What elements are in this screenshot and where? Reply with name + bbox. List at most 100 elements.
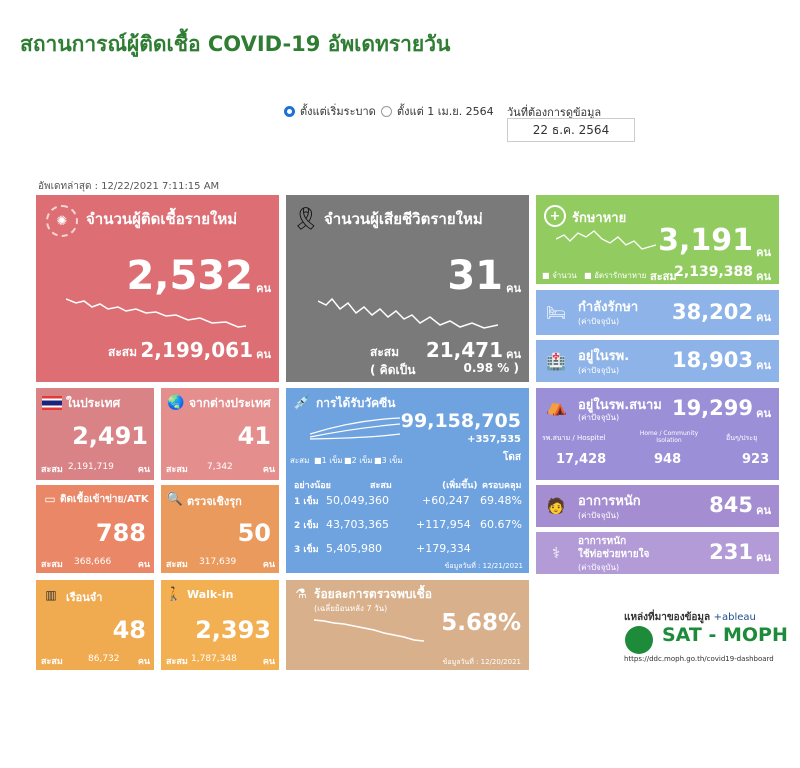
severe-value: 845 [709,493,753,517]
sat-moph-brand: SAT - MOPH [662,624,788,646]
field-hospital-card[interactable]: ⛺ อยู่ในรพ.สนาม (ค่าปัจจุบัน) 19,299 คน … [536,388,779,480]
field-col1-value: 17,428 [556,452,607,467]
domestic-total-label: สะสม [41,465,63,475]
bed-icon: 🛏 [545,302,567,322]
radio-since-date[interactable]: ตั้งแต่ 1 เม.ย. 2564 [381,102,494,120]
radio-since-start-label: ตั้งแต่เริ่มระบาด [300,105,376,118]
ventilator-icon: ⚕ [551,544,561,562]
ventilator-label: อาการหนัก [578,536,627,547]
positivity-card[interactable]: ⚗ ร้อยละการตรวจพบเชื้อ (เฉลี่ยย้อนหลัง 7… [286,580,529,670]
new-cases-card[interactable]: ✺ จำนวนผู้ติดเชื้อรายใหม่ 2,532 คน สะสม … [36,195,279,382]
imported-total: 7,342 [207,462,233,472]
vaccine-header-cov: ครอบคลุม [482,481,522,491]
imported-value: 41 [237,422,271,450]
source-label-text: แหล่งที่มาของข้อมูล [624,612,711,623]
positivity-sparkline [314,619,424,642]
recovered-card[interactable]: + รักษาหาย 3,191 คน ■ จำนวน ■ อัตรารักษา… [536,195,779,284]
imported-total-label: สะสม [166,465,188,475]
vaccine-legend-prefix: สะสม [290,456,310,465]
domestic-total-unit: คน [137,465,150,475]
field-hospital-label: อยู่ในรพ.สนาม [578,398,662,413]
plus-cross-icon: + [544,205,566,227]
legend-daily-label: จำนวน [552,271,577,280]
vaccine-row1-total: 50,049,360 [326,494,389,507]
vaccine-header-total: สะสม [370,481,392,491]
virus-icon: ✺ [46,205,78,237]
vaccine-row3-dose: 3 เข็ม [294,545,319,555]
vaccine-legend-3-label: 3 เข็ม [381,456,403,465]
vaccine-header-inc: (เพิ่มขึ้น) [442,481,478,491]
magnifier-icon: 🔍 [166,491,184,507]
tableau-logo: +ableau [713,612,756,623]
deaths-sparkline [318,297,498,329]
active-search-card[interactable]: 🔍 ตรวจเชิงรุก 50 สะสม 317,639 คน [161,485,279,573]
walkin-card[interactable]: 🚶 Walk-in 2,393 สะสม 1,787,348 คน [161,580,279,670]
vaccine-legend-3: ■3 เข็ม [374,456,403,465]
ventilator-card[interactable]: ⚕ อาการหนัก ใช้ท่อช่วยหายใจ (ค่าปัจจุบัน… [536,532,779,574]
ventilator-unit: คน [756,551,771,564]
vaccine-row2-total: 43,703,365 [326,518,389,531]
walkin-label: Walk-in [187,588,234,601]
vaccine-row2-cov: 60.67% [480,518,522,531]
active-search-value: 50 [237,519,271,547]
hospital-card[interactable]: 🏥 อยู่ในรพ. (ค่าปัจจุบัน) 18,903 คน [536,340,779,382]
new-cases-value: 2,532 [126,253,253,299]
radio-selected-icon[interactable] [284,105,295,117]
vaccine-legend-1: ■1 เข็ม [314,456,343,465]
field-col3-value: 923 [742,452,770,467]
vaccine-card[interactable]: 💉 การได้รับวัคซีน 99,158,705 +357,535 โด… [286,388,529,573]
ventilator-value: 231 [709,540,753,564]
field-col3-label: อื่นๆ/ประยุ [726,434,758,442]
radio-unselected-icon[interactable] [381,105,392,117]
test-kit-icon: ▭ [44,492,56,506]
new-cases-unit: คน [256,282,271,295]
atk-card[interactable]: ▭ ติดเชื้อเข้าข่าย/ATK 788 สะสม 368,666 … [36,485,154,573]
severe-card[interactable]: 🧑 อาการหนัก (ค่าปัจจุบัน) 845 คน [536,485,779,527]
vaccine-row1-inc: +60,247 [422,494,470,507]
ribbon-icon: 🎗 [292,206,320,232]
imported-label: จากต่างประเทศ [189,396,271,410]
walkin-total-label: สะสม [166,657,188,667]
positivity-value: 5.68% [441,610,521,636]
positivity-label: ร้อยละการตรวจพบเชื้อ [314,587,432,601]
vaccine-row2-inc: +117,954 [416,518,471,531]
imported-card[interactable]: 🌏 จากต่างประเทศ 41 สะสม 7,342 คน [161,388,279,480]
treating-card[interactable]: 🛏 กำลังรักษา (ค่าปัจจุบัน) 38,202 คน [536,290,779,335]
new-cases-total-unit: คน [256,348,271,361]
vaccine-unit: โดส [503,452,521,463]
treating-value: 38,202 [671,300,753,324]
domestic-card[interactable]: ในประเทศ 2,491 สะสม 2,191,719 คน [36,388,154,480]
new-cases-label: จำนวนผู้ติดเชื้อรายใหม่ [86,210,238,228]
ventilator-label2: ใช้ท่อช่วยหายใจ [578,549,650,560]
imported-total-unit: คน [262,465,275,475]
source-url[interactable]: https://ddc.moph.go.th/covid19-dashboard [624,655,774,663]
deaths-pct: 0.98 % ) [463,361,519,375]
date-picker-label: วันที่ต้องการดูข้อมูล [507,106,602,119]
jail-total: 86,732 [88,654,120,664]
vaccine-total: 99,158,705 [400,410,521,432]
jail-total-unit: คน [137,657,150,667]
thai-flag-icon [42,396,62,410]
date-picker[interactable]: 22 ธ.ค. 2564 [507,118,635,142]
jail-card[interactable]: ▥ เรือนจำ 48 สะสม 86,732 คน [36,580,154,670]
deaths-total-label: สะสม [370,345,400,359]
moph-logo-icon [625,626,653,654]
deaths-card[interactable]: 🎗 จำนวนผู้เสียชีวิตรายใหม่ 31 คน สะสม 21… [286,195,529,382]
domestic-value: 2,491 [72,422,148,450]
new-cases-sparkline [66,298,246,328]
radio-since-start[interactable]: ตั้งแต่เริ่มระบาด [284,102,376,120]
hospital-unit: คน [756,359,771,372]
source-label: แหล่งที่มาของข้อมูล +ableau [624,610,756,625]
walkin-value: 2,393 [195,616,271,644]
severe-label: อาการหนัก [578,494,641,509]
field-hospital-sub: (ค่าปัจจุบัน) [578,413,620,422]
recovered-unit: คน [756,246,771,259]
recovered-total-unit: คน [756,270,771,283]
recovered-label: รักษาหาย [572,211,627,226]
walking-person-icon: 🚶 [165,586,183,602]
jail-label: เรือนจำ [66,591,103,604]
jail-icon: ▥ [45,588,57,602]
recovered-total: 2,139,388 [674,264,753,280]
severe-unit: คน [756,504,771,517]
atk-total-unit: คน [137,560,150,570]
